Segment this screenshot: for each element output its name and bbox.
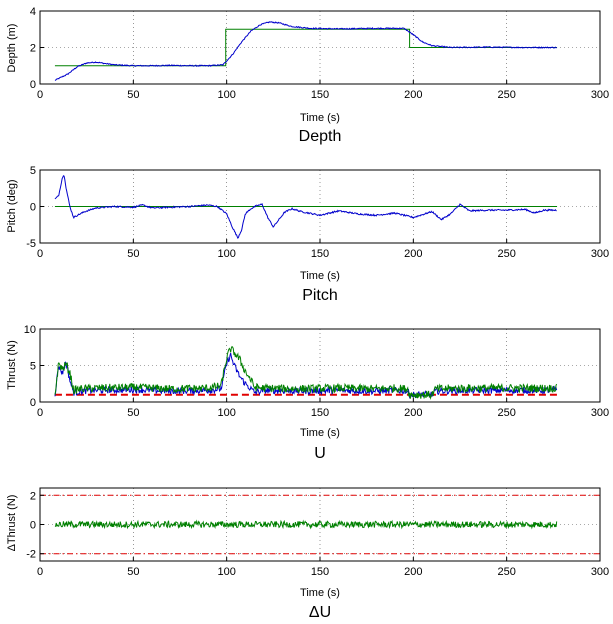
depth-ytick-label: 0 (30, 79, 36, 91)
panel-depth: 0 50 100 150 200 250 300 0 2 4 Time (s) Depth (m)… (6, 6, 609, 145)
u-ytick-label: 5 (30, 361, 36, 373)
delta-u-ytick-label: -2 (26, 549, 36, 561)
u-xtick-label: 0 (37, 407, 43, 419)
depth-plot-area: 0 50 100 150 200 250 300 0 2 4 (30, 6, 609, 101)
depth-ytick-label: 4 (30, 6, 36, 18)
panel-delta-u: 0 50 100 150 200 250 300-202 Time (s) ΔThrust … (6, 487, 609, 621)
u-title: U (314, 445, 326, 462)
depth-xlabel: Time (s) (300, 112, 340, 124)
u-xtick-label: 100 (217, 407, 235, 419)
pitch-xtick-label: 50 (127, 248, 139, 260)
u-series-measured-2 (54, 345, 558, 400)
delta-u-ylabel: ΔThrust (N) (6, 495, 18, 552)
u-ytick-label: 0 (30, 397, 36, 409)
delta-u-xtick-label: 100 (217, 566, 235, 578)
delta-u-series-measured (54, 519, 558, 530)
pitch-xtick-label: 300 (591, 248, 609, 260)
u-xtick-label: 150 (311, 407, 329, 419)
pitch-ytick-label: -5 (26, 238, 36, 250)
delta-u-title: ΔU (309, 604, 331, 621)
depth-ytick-label: 2 (30, 43, 36, 55)
delta-u-plot-area: 0 50 100 150 200 250 300-202 (26, 487, 609, 578)
u-plot-area: 0 50 100 150 200 250 300 0 5 10 (24, 324, 609, 419)
delta-u-xtick-label: 50 (127, 566, 139, 578)
delta-u-xtick-label: 150 (311, 566, 329, 578)
pitch-xtick-label: 250 (497, 248, 515, 260)
u-xtick-label: 50 (127, 407, 139, 419)
depth-xtick-label: 300 (591, 89, 609, 101)
depth-xtick-label: 50 (127, 89, 139, 101)
delta-u-xtick-label: 300 (591, 566, 609, 578)
delta-u-xlabel: Time (s) (300, 587, 340, 599)
depth-ylabel: Depth (m) (6, 24, 18, 73)
u-xtick-label: 200 (404, 407, 422, 419)
pitch-ytick-label: 0 (30, 202, 36, 214)
pitch-xtick-label: 100 (217, 248, 235, 260)
depth-xtick-label: 250 (497, 89, 515, 101)
pitch-xtick-label: 200 (404, 248, 422, 260)
depth-title: Depth (299, 128, 342, 145)
pitch-ytick-label: 5 (30, 165, 36, 177)
pitch-xtick-label: 0 (37, 248, 43, 260)
pitch-xlabel: Time (s) (300, 270, 340, 282)
delta-u-xtick-label: 250 (497, 566, 515, 578)
delta-u-xtick-label: 0 (37, 566, 43, 578)
delta-u-ytick-label: 2 (30, 490, 36, 502)
depth-xtick-label: 100 (217, 89, 235, 101)
depth-xtick-label: 0 (37, 89, 43, 101)
u-xtick-label: 250 (497, 407, 515, 419)
depth-series-measured (54, 21, 557, 81)
delta-u-xtick-label: 200 (404, 566, 422, 578)
pitch-xtick-label: 150 (311, 248, 329, 260)
u-xlabel: Time (s) (300, 427, 340, 439)
panel-pitch: 0 50 100 150 200 250 300-505 Time (s) Pitch (d… (6, 165, 609, 304)
pitch-title: Pitch (302, 287, 338, 304)
delta-u-ytick-label: 0 (30, 520, 36, 532)
depth-xtick-label: 150 (311, 89, 329, 101)
pitch-series-measured (54, 175, 557, 239)
depth-xtick-label: 200 (404, 89, 422, 101)
pitch-plot-area: 0 50 100 150 200 250 300-505 (26, 165, 609, 260)
u-ytick-label: 10 (24, 324, 36, 336)
pitch-ylabel: Pitch (deg) (6, 179, 18, 232)
u-xtick-label: 300 (591, 407, 609, 419)
panel-u: 0 50 100 150 200 250 300 0 5 10 Time (s) Thrust (… (6, 324, 609, 462)
u-ylabel: Thrust (N) (6, 340, 18, 390)
